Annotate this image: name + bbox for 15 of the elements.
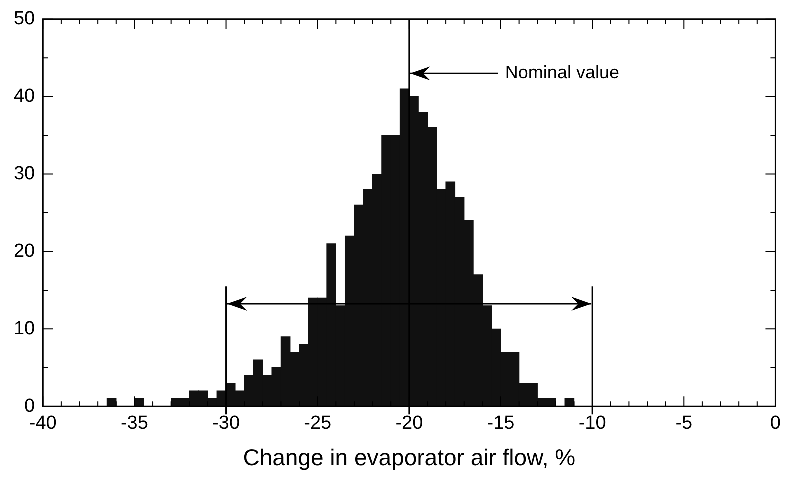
x-tick-label: 0: [770, 413, 782, 434]
x-axis-title: Change in evaporator air flow, %: [243, 444, 576, 471]
annotation: Nominal value: [505, 62, 620, 83]
x-tick-label: -35: [120, 413, 148, 434]
x-tick-label: -20: [396, 413, 424, 434]
y-tick-label: 50: [14, 8, 36, 30]
x-tick-label: -5: [676, 413, 693, 434]
x-tick-label: -30: [212, 413, 240, 434]
y-tick-label: 10: [14, 318, 36, 340]
x-tick-label: -10: [578, 413, 606, 434]
x-tick-label: -25: [304, 413, 332, 434]
y-tick-label: 20: [14, 240, 36, 262]
x-tick-label: -15: [487, 413, 515, 434]
y-tick-label: 30: [14, 164, 36, 185]
y-tick-label: 40: [14, 86, 36, 108]
